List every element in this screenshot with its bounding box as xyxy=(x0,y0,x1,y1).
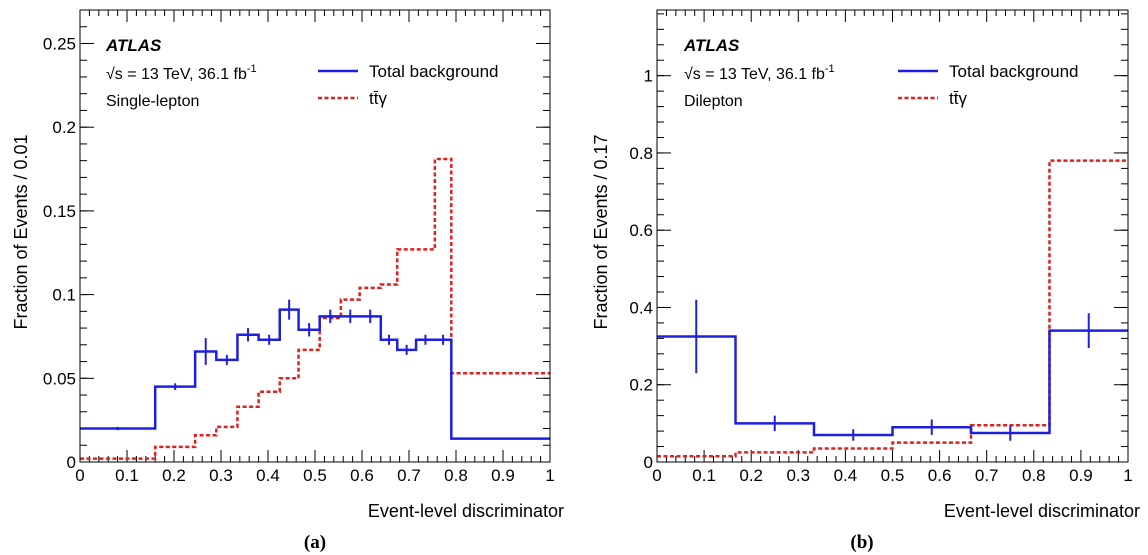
panel-b-xtick-label: 0.2 xyxy=(739,466,763,485)
panel-a-ytick-label: 0.1 xyxy=(52,286,76,305)
panel-b-xtick-label: 0 xyxy=(652,466,661,485)
panel-b-xtick-label: 0.5 xyxy=(881,466,905,485)
panel-b-ylabel: Fraction of Events / 0.17 xyxy=(591,134,611,329)
panel-a-xtick-label: 0.6 xyxy=(350,466,374,485)
panel-a-atlas-label: ATLAS xyxy=(105,36,162,55)
panel-b-channel-label: Dilepton xyxy=(684,93,743,110)
panel-b-xtick-label: 0.3 xyxy=(786,466,810,485)
panel-b-xtick-label: 0.1 xyxy=(692,466,716,485)
panel-b-ytick-label: 0 xyxy=(644,453,653,472)
panel-a-ytick-label: 0.2 xyxy=(52,118,76,137)
panel-b-xtick-label: 0.7 xyxy=(975,466,999,485)
panel-a-ytick-label: 0.15 xyxy=(43,202,76,221)
panel-b-xtick-label: 1 xyxy=(1123,466,1132,485)
panel-b-frame xyxy=(656,9,1129,463)
panel-b-xtick-label: 0.4 xyxy=(834,466,858,485)
panel-b-xlabel: Event-level discriminator xyxy=(944,501,1140,521)
panel-a-xtick-label: 0.8 xyxy=(444,466,468,485)
panel-b-atlas-label: ATLAS xyxy=(683,36,740,55)
panel-b-ytick-label: 1 xyxy=(644,67,653,86)
panel-a-ytick-label: 0.25 xyxy=(43,34,76,53)
panel-b-ytick-label: 0.4 xyxy=(629,298,653,317)
panel-a-energy-label: √s = 13 TeV, 36.1 fb-1 xyxy=(106,63,257,83)
panel-a-xlabel: Event-level discriminator xyxy=(368,501,564,521)
panel-b-ytick-label: 0.6 xyxy=(629,221,653,240)
panel-a-xtick-label: 1 xyxy=(545,466,554,485)
panel-a-xtick-label: 0.3 xyxy=(209,466,233,485)
panel-b-legend-sig-label: tt̄γ xyxy=(949,89,967,108)
panel-a-ytick-label: 0 xyxy=(67,453,76,472)
panel-a-channel-label: Single-lepton xyxy=(106,93,199,110)
panel-b-xtick-label: 0.9 xyxy=(1069,466,1093,485)
panel-a-xtick-label: 0.9 xyxy=(491,466,515,485)
panel-a-xtick-label: 0.5 xyxy=(303,466,327,485)
panel-b-xtick-label: 0.8 xyxy=(1022,466,1046,485)
panel-a-label: (a) xyxy=(304,532,326,553)
panel-b-background-histogram xyxy=(657,329,1128,437)
panel-b-legend-bkg-label: Total background xyxy=(949,62,1078,81)
panel-a-xtick-label: 0 xyxy=(75,466,84,485)
panel-b-ttgamma-histogram xyxy=(657,159,1128,458)
panel-b-label: (b) xyxy=(850,532,873,553)
panel-a-ytick-label: 0.05 xyxy=(43,369,76,388)
panel-b-ytick-label: 0.8 xyxy=(629,144,653,163)
panel-a-legend-sig-label: tt̄γ xyxy=(369,89,387,108)
panel-a-frame xyxy=(79,9,551,463)
panel-a-legend-bkg-label: Total background xyxy=(369,62,498,81)
panel-a-xtick-label: 0.4 xyxy=(256,466,280,485)
panel-b-xtick-label: 0.6 xyxy=(928,466,952,485)
panel-b-energy-label: √s = 13 TeV, 36.1 fb-1 xyxy=(684,63,835,83)
panel-a-xtick-label: 0.7 xyxy=(397,466,421,485)
panel-a-ttgamma-histogram xyxy=(80,157,550,460)
panel-b: 0 0.1 0.2 0.3 0.4 0.5 0.6 0.7 0.8 0.9 1 0 0.2 0.4 0.6 0… xyxy=(591,9,1140,553)
panel-a-ylabel: Fraction of Events / 0.01 xyxy=(11,134,31,329)
panel-a-xtick-label: 0.1 xyxy=(115,466,139,485)
panel-a-xtick-label: 0.2 xyxy=(162,466,186,485)
panel-b-ytick-label: 0.2 xyxy=(629,376,653,395)
panel-a: 0 0.1 0.2 0.3 0.4 0.5 0.6 0.7 0.8 0.9 1 0 0.05 0.1 0.1… xyxy=(11,9,564,553)
